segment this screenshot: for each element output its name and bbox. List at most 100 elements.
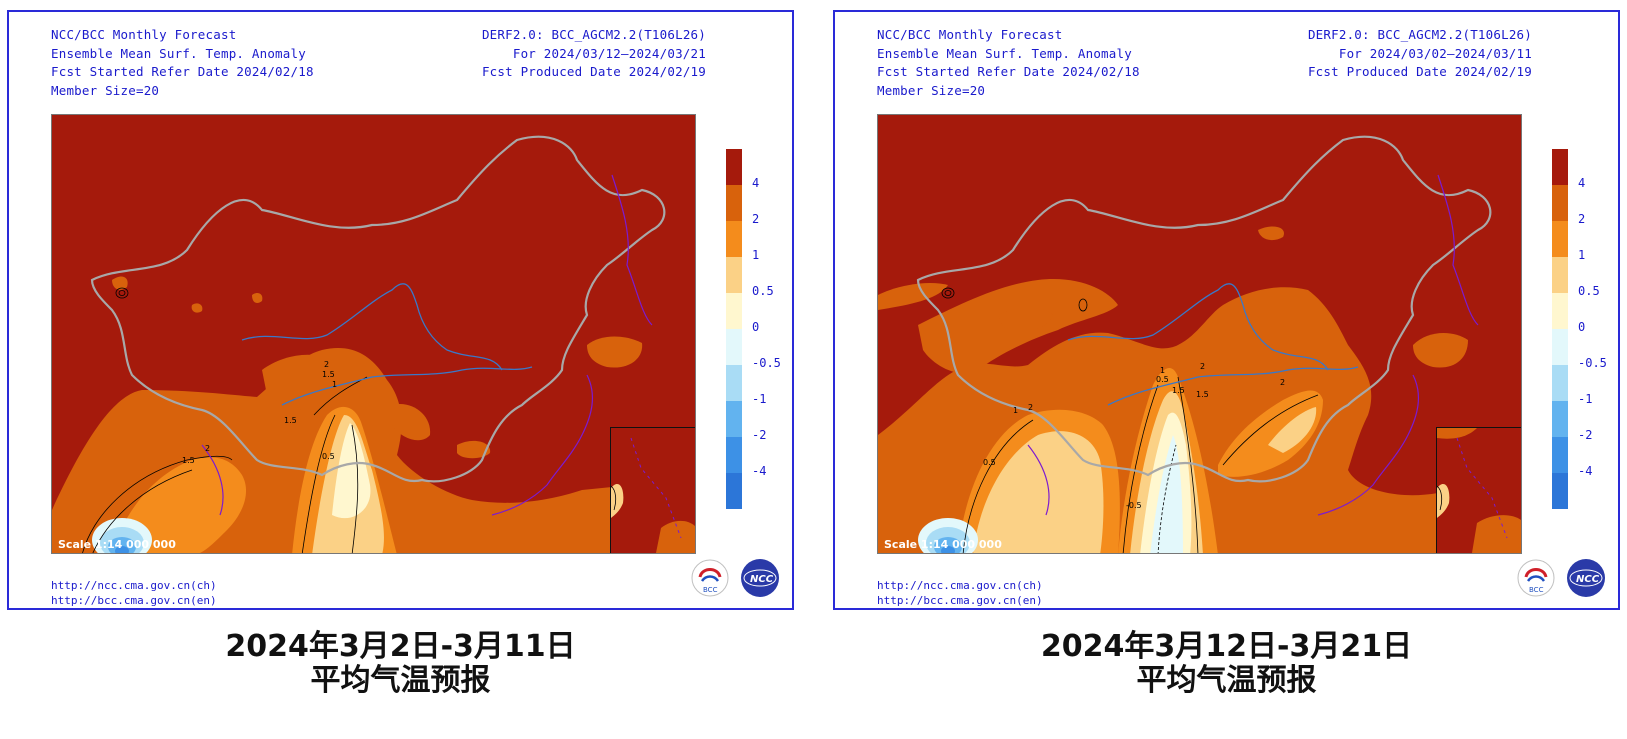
legend-swatch xyxy=(726,221,742,257)
legend-swatch xyxy=(726,185,742,221)
legend-swatch xyxy=(1552,401,1568,437)
header-line: Ensemble Mean Surf. Temp. Anomaly xyxy=(51,45,306,61)
legend-label: 4 xyxy=(752,176,760,190)
contour-label: 2 xyxy=(205,444,210,453)
agency-logos: BCC NCC xyxy=(1517,559,1605,597)
legend-swatch xyxy=(726,257,742,293)
scale-label: Scale 1:14 000 000 xyxy=(58,538,176,551)
anomaly-map: 2 1.5 1 1.5 2 1.5 0.5 Scale 1:14 000 000 xyxy=(51,114,696,554)
contour-label: 0.5 xyxy=(1156,375,1169,384)
header-line: Fcst Produced Date 2024/02/19 xyxy=(481,64,706,79)
legend-swatch xyxy=(726,437,742,473)
header-line: NCC/BCC Monthly Forecast xyxy=(877,27,1063,42)
forecast-panel-2: NCC/BCC Monthly Forecast Ensemble Mean Su… xyxy=(833,10,1620,610)
map-fill: 1 0.5 2 1.5 2 1.5 1 0.5 -0.5 2 xyxy=(878,135,1492,553)
legend-label: -4 xyxy=(1578,464,1593,478)
legend-label: 0 xyxy=(752,320,760,334)
header-line: NCC/BCC Monthly Forecast xyxy=(51,27,237,42)
contour-label: 1.5 xyxy=(322,370,335,379)
south-china-sea-inset xyxy=(1436,427,1521,553)
legend-label: 2 xyxy=(752,212,760,226)
legend-swatch xyxy=(1552,365,1568,401)
contour-label: 0.5 xyxy=(983,458,996,467)
url-link[interactable]: http://bcc.cma.gov.cn(en) xyxy=(877,594,1043,607)
legend-swatch xyxy=(1552,257,1568,293)
contour-label: 2 xyxy=(324,360,329,369)
legend-label: 1 xyxy=(752,248,760,262)
legend-swatch xyxy=(1552,293,1568,329)
source-urls: http://ncc.cma.gov.cn(ch) http://bcc.cma.… xyxy=(51,578,217,608)
legend-label: 0.5 xyxy=(752,284,774,298)
caption-panel-2: 2024年3月12日-3月21日 平均气温预报 xyxy=(833,630,1620,698)
contour-label: 1.5 xyxy=(284,416,297,425)
legend-label: 0.5 xyxy=(1578,284,1600,298)
legend-swatch xyxy=(726,329,742,365)
legend-swatch xyxy=(726,293,742,329)
legend-label: 1 xyxy=(1578,248,1586,262)
header-right: DERF2.0: BCC_AGCM2.2(T106L26) For 2024/03… xyxy=(1308,26,1532,82)
contour-label: 1.5 xyxy=(1196,390,1209,399)
caption-line: 2024年3月12日-3月21日 xyxy=(1040,629,1413,664)
header-line: For 2024/03/02–2024/03/11 xyxy=(1338,45,1532,61)
contour-label: 1.5 xyxy=(182,456,195,465)
legend-label: 0 xyxy=(1578,320,1586,334)
color-legend xyxy=(1552,149,1568,509)
contour-label: 0.5 xyxy=(322,452,335,461)
contour-label: 2 xyxy=(1200,362,1205,371)
bcc-logo-text: BCC xyxy=(703,586,718,594)
legend-swatch xyxy=(1552,185,1568,221)
legend-swatch xyxy=(1552,329,1568,365)
source-urls: http://ncc.cma.gov.cn(ch) http://bcc.cma.… xyxy=(877,578,1043,608)
legend-swatch xyxy=(726,401,742,437)
legend-swatch xyxy=(726,365,742,401)
header-right: DERF2.0: BCC_AGCM2.2(T106L26) For 2024/03… xyxy=(482,26,706,82)
legend-label: -2 xyxy=(1578,428,1593,442)
header-line: For 2024/03/12–2024/03/21 xyxy=(512,45,706,61)
legend-swatch xyxy=(726,473,742,509)
legend-label: 2 xyxy=(1578,212,1586,226)
ncc-logo-text: NCC xyxy=(750,574,774,585)
header-line: Member Size=20 xyxy=(877,82,986,98)
contour-label: 1.5 xyxy=(1172,386,1185,395)
header-left: NCC/BCC Monthly Forecast Ensemble Mean Su… xyxy=(877,26,1140,100)
map-fill: 2 1.5 1 1.5 2 1.5 0.5 xyxy=(52,135,666,553)
url-link[interactable]: http://bcc.cma.gov.cn(en) xyxy=(51,594,217,607)
color-legend xyxy=(726,149,742,509)
contour-label: -0.5 xyxy=(1126,501,1142,510)
url-link[interactable]: http://ncc.cma.gov.cn(ch) xyxy=(51,579,217,592)
legend-swatch xyxy=(1552,221,1568,257)
caption-line: 平均气温预报 xyxy=(1136,663,1317,698)
legend-swatch xyxy=(1552,437,1568,473)
header-left: NCC/BCC Monthly Forecast Ensemble Mean Su… xyxy=(51,26,314,100)
header-line: Ensemble Mean Surf. Temp. Anomaly xyxy=(877,45,1132,61)
contour-label: 2 xyxy=(1280,378,1285,387)
legend-label: 4 xyxy=(1578,176,1586,190)
caption-panel-1: 2024年3月2日-3月11日 平均气温预报 xyxy=(7,630,794,698)
contour-label: 1 xyxy=(1160,366,1165,375)
forecast-panel-1: NCC/BCC Monthly Forecast Ensemble Mean Su… xyxy=(7,10,794,610)
legend-label: -2 xyxy=(752,428,767,442)
legend-label: -0.5 xyxy=(1578,356,1607,370)
caption-line: 平均气温预报 xyxy=(310,663,491,698)
contour-label: 1 xyxy=(1013,406,1018,415)
bcc-logo-text: BCC xyxy=(1529,586,1544,594)
caption-line: 2024年3月2日-3月11日 xyxy=(225,629,576,664)
contour-label: 1 xyxy=(332,380,337,389)
south-china-sea-inset xyxy=(610,427,695,553)
header-line: DERF2.0: BCC_AGCM2.2(T106L26) xyxy=(481,27,706,42)
legend-label: -1 xyxy=(1578,392,1593,406)
header-line: Fcst Started Refer Date 2024/02/18 xyxy=(877,64,1140,79)
contour-label: 2 xyxy=(1028,403,1033,412)
agency-logos: BCC NCC xyxy=(691,559,779,597)
header-line: DERF2.0: BCC_AGCM2.2(T106L26) xyxy=(1307,27,1532,42)
legend-label: -1 xyxy=(752,392,767,406)
anomaly-map: 1 0.5 2 1.5 2 1.5 1 0.5 -0.5 2 Scale 1:1… xyxy=(877,114,1522,554)
legend-swatch xyxy=(1552,473,1568,509)
header-line: Fcst Produced Date 2024/02/19 xyxy=(1307,64,1532,79)
header-line: Fcst Started Refer Date 2024/02/18 xyxy=(51,64,314,79)
legend-swatch xyxy=(1552,149,1568,185)
legend-label: -4 xyxy=(752,464,767,478)
ncc-logo-text: NCC xyxy=(1576,574,1600,585)
scale-label: Scale 1:14 000 000 xyxy=(884,538,1002,551)
url-link[interactable]: http://ncc.cma.gov.cn(ch) xyxy=(877,579,1043,592)
